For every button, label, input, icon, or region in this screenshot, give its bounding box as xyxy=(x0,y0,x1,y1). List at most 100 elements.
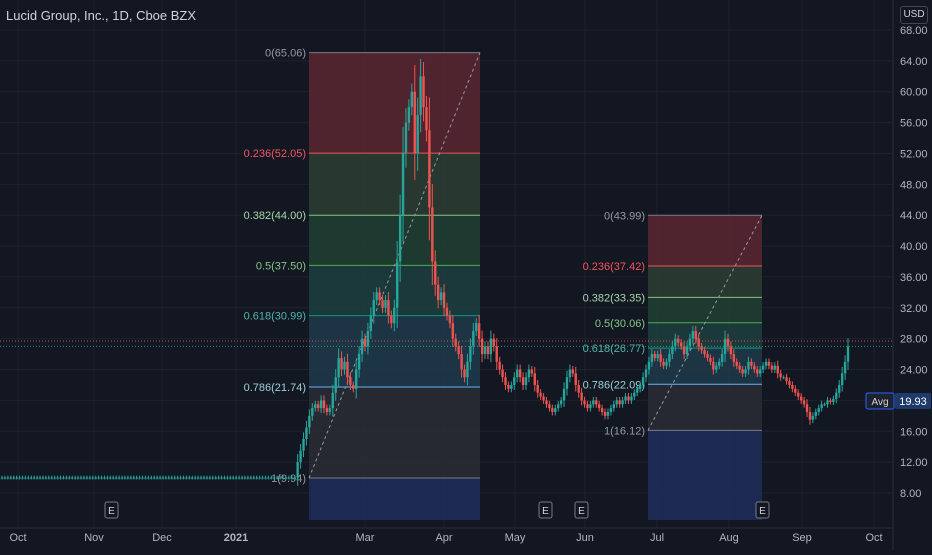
y-tick-label: 48.00 xyxy=(900,179,928,191)
candle-body xyxy=(191,477,194,479)
candle-body xyxy=(223,477,226,479)
candle-body xyxy=(618,400,621,405)
candle-body xyxy=(425,107,428,131)
candle-body xyxy=(475,323,478,331)
candle-body xyxy=(290,477,294,479)
candle-body xyxy=(369,315,373,331)
candle-body xyxy=(472,330,475,347)
candle-body xyxy=(240,477,244,479)
candle-body xyxy=(826,400,829,405)
candle-body xyxy=(85,477,89,479)
candle-body xyxy=(436,284,440,301)
candle-body xyxy=(460,354,463,370)
candle-body xyxy=(281,477,285,479)
y-tick-label: 32.00 xyxy=(900,303,928,315)
earnings-marker: E xyxy=(574,501,589,519)
candle-body xyxy=(44,477,48,479)
candle-body xyxy=(723,338,727,355)
candle-body xyxy=(510,384,513,389)
candle-body xyxy=(106,477,109,479)
x-tick-label: Jun xyxy=(576,532,594,544)
candle-body xyxy=(47,477,51,479)
candle-body xyxy=(360,338,364,355)
x-tick-label: Oct xyxy=(9,532,26,544)
candle-body xyxy=(712,361,715,370)
candle-body xyxy=(211,477,214,479)
candle-body xyxy=(603,411,607,416)
candle-body xyxy=(609,408,613,412)
candle-body xyxy=(220,477,223,479)
candle-body xyxy=(27,477,30,479)
candle-body xyxy=(477,323,481,339)
candle-body xyxy=(176,477,179,479)
earnings-marker-box xyxy=(574,501,589,519)
fib-zone xyxy=(648,265,762,298)
candle-body xyxy=(451,323,455,339)
candle-body xyxy=(612,404,616,409)
candle-body xyxy=(545,400,548,405)
candle-body xyxy=(521,377,525,385)
x-tick-label: Jul xyxy=(650,532,664,544)
candle-body xyxy=(840,373,844,385)
candle-body xyxy=(434,261,437,285)
candle-body xyxy=(536,384,539,393)
candle-body xyxy=(492,338,495,347)
candle-body xyxy=(592,400,595,405)
candle-body xyxy=(30,477,33,479)
candle-body xyxy=(843,361,847,374)
candle-body xyxy=(832,398,835,402)
candle-body xyxy=(59,477,62,479)
candle-body xyxy=(738,365,741,370)
candle-body xyxy=(117,477,121,479)
candle-body xyxy=(571,369,575,374)
candle-body xyxy=(100,477,103,479)
y-tick-label: 68.00 xyxy=(900,25,928,37)
candle-body xyxy=(756,369,759,374)
candle-body xyxy=(820,404,823,409)
candle-body xyxy=(726,338,730,347)
candle-body xyxy=(199,477,203,479)
candle-body xyxy=(270,477,273,479)
candle-body xyxy=(18,477,21,479)
candle-body xyxy=(539,392,542,397)
avg-label-box xyxy=(865,392,895,410)
candle-body xyxy=(261,477,264,479)
y-tick-label: 24.00 xyxy=(900,365,928,377)
candle-body xyxy=(325,408,329,412)
candle-body xyxy=(214,477,217,479)
candle-body xyxy=(583,400,586,405)
candle-body xyxy=(805,404,809,412)
candle-body xyxy=(416,114,419,154)
candle-body xyxy=(255,477,258,479)
candle-body xyxy=(328,408,332,412)
candle-body xyxy=(340,357,343,370)
candle-body xyxy=(349,377,352,385)
candle-body xyxy=(287,477,291,479)
candle-body xyxy=(79,477,83,479)
candle-body xyxy=(267,477,270,479)
candle-body xyxy=(691,330,695,339)
candle-body xyxy=(627,396,630,401)
candle-body xyxy=(173,477,176,479)
candle-body xyxy=(694,330,697,339)
x-tick-label: Sep xyxy=(792,532,812,544)
avg-price-badge: Avg 19.93 xyxy=(865,392,931,410)
earnings-marker: E xyxy=(755,501,770,519)
candle-body xyxy=(366,330,370,347)
candle-body xyxy=(548,404,551,409)
candle-body xyxy=(305,427,308,439)
candle-body xyxy=(516,369,519,378)
y-tick-label: 56.00 xyxy=(900,118,928,130)
candle-body xyxy=(390,315,393,324)
candle-body xyxy=(278,477,282,479)
y-tick-label: 12.00 xyxy=(900,457,928,469)
currency-badge[interactable]: USD xyxy=(900,6,928,24)
candle-body xyxy=(677,338,680,343)
candle-body xyxy=(750,361,753,366)
earnings-marker-box xyxy=(755,501,770,519)
candle-body xyxy=(562,388,566,401)
fib-zone xyxy=(648,297,762,323)
candle-body xyxy=(674,338,677,347)
